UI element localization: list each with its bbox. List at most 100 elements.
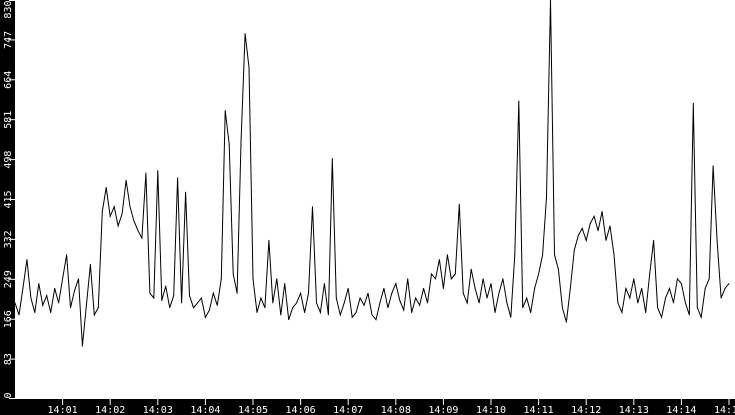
data-point xyxy=(569,287,571,289)
data-point xyxy=(704,287,706,289)
data-point xyxy=(105,186,107,188)
data-point xyxy=(391,292,393,294)
x-tick-label: 14:11 xyxy=(524,405,554,415)
data-point xyxy=(220,278,222,280)
data-point xyxy=(427,302,429,304)
data-point xyxy=(26,259,28,261)
data-point xyxy=(669,287,670,289)
data-point xyxy=(720,297,722,299)
data-point xyxy=(434,278,436,280)
data-point xyxy=(173,295,175,297)
data-point xyxy=(77,278,79,280)
data-point xyxy=(653,239,655,241)
data-point xyxy=(129,206,131,208)
data-point xyxy=(121,213,123,215)
data-point xyxy=(502,278,504,280)
data-point xyxy=(688,314,690,316)
data-point xyxy=(208,309,210,311)
data-point xyxy=(335,297,337,299)
data-point xyxy=(343,302,345,304)
y-tick-label: 83 xyxy=(3,353,14,365)
data-point xyxy=(284,283,286,285)
data-point xyxy=(601,211,603,213)
data-point xyxy=(458,203,460,205)
x-tick-label: 14:03 xyxy=(143,405,173,415)
data-point xyxy=(189,295,191,297)
data-point xyxy=(399,299,401,301)
data-point xyxy=(54,287,56,289)
data-point xyxy=(728,283,730,285)
data-point xyxy=(474,287,476,289)
data-point xyxy=(589,223,591,225)
x-axis-bar xyxy=(0,399,735,415)
data-point xyxy=(423,287,425,289)
data-point xyxy=(518,100,520,102)
y-tick-label: 747 xyxy=(3,31,14,49)
data-point xyxy=(645,311,647,313)
y-axis: 0 83 166 249 332 415 498 581 664 747 830 xyxy=(3,0,15,399)
data-point xyxy=(438,259,440,261)
data-point xyxy=(256,311,258,313)
data-point xyxy=(153,297,155,299)
data-point xyxy=(50,311,52,313)
data-point xyxy=(419,304,421,306)
data-point xyxy=(169,307,171,309)
data-point xyxy=(319,311,321,313)
data-point xyxy=(692,102,694,104)
data-point xyxy=(331,158,333,160)
data-point xyxy=(593,215,595,217)
data-point xyxy=(565,321,567,323)
data-point xyxy=(724,287,726,289)
data-point xyxy=(716,239,718,241)
data-point xyxy=(684,302,686,304)
data-point xyxy=(546,196,548,198)
data-point xyxy=(204,316,206,318)
data-point xyxy=(89,263,91,265)
data-point xyxy=(149,292,151,294)
data-point xyxy=(530,311,532,313)
data-point xyxy=(42,304,44,306)
x-tick-label: 14:12 xyxy=(571,405,601,415)
data-point xyxy=(621,311,623,313)
y-tick-label: 415 xyxy=(3,190,14,208)
data-point xyxy=(534,287,536,289)
data-point xyxy=(462,292,464,294)
x-tick-label: 14:15 xyxy=(714,405,735,415)
data-point xyxy=(506,302,508,304)
data-point xyxy=(665,297,667,299)
data-point xyxy=(196,302,198,304)
data-point xyxy=(97,307,99,309)
data-point xyxy=(633,278,635,280)
data-point xyxy=(312,206,313,208)
data-point xyxy=(300,292,302,294)
data-point xyxy=(181,302,183,304)
data-point xyxy=(22,287,24,289)
data-point xyxy=(649,273,651,275)
data-point xyxy=(387,307,389,309)
y-tick-label: 0 xyxy=(3,392,14,398)
data-point xyxy=(466,302,468,304)
x-tick-label: 14:09 xyxy=(428,405,458,415)
data-point xyxy=(514,254,516,256)
data-point xyxy=(66,254,68,256)
data-point xyxy=(224,110,226,112)
data-point xyxy=(613,254,615,256)
data-point xyxy=(58,302,60,304)
data-point xyxy=(625,287,627,289)
x-tick-label: 14:02 xyxy=(95,405,125,415)
data-point xyxy=(661,316,663,318)
data-point xyxy=(232,273,234,275)
data-point xyxy=(315,302,317,304)
data-point xyxy=(522,307,524,309)
data-point xyxy=(478,302,480,304)
data-point xyxy=(34,311,36,313)
data-point xyxy=(323,283,325,285)
y-tick-label: 498 xyxy=(3,151,14,169)
data-point xyxy=(70,307,72,309)
data-point xyxy=(145,172,147,174)
data-point xyxy=(367,292,369,294)
data-point xyxy=(680,283,682,285)
data-point xyxy=(292,307,294,309)
data-point xyxy=(490,283,492,285)
data-point xyxy=(193,307,194,309)
